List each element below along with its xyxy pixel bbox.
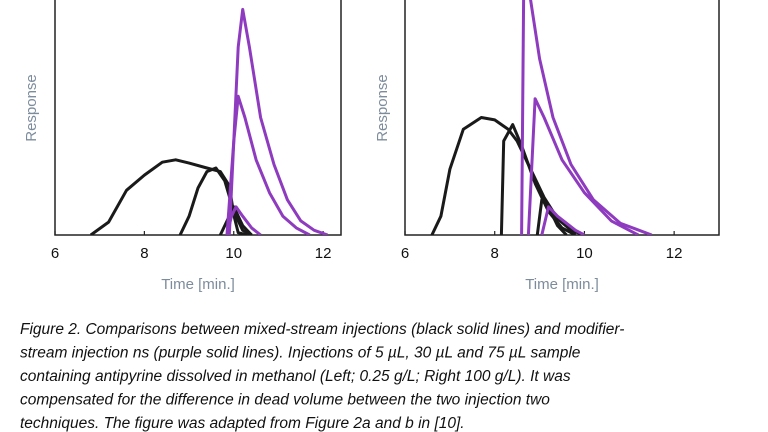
plot-lines [430, 0, 653, 235]
x-tick-label: 8 [140, 245, 148, 262]
x-tick-label: 6 [401, 245, 409, 262]
data-line [430, 116, 585, 235]
x-tick-label: 12 [666, 245, 683, 262]
data-line [225, 205, 262, 235]
x-tick-label: 8 [491, 245, 499, 262]
data-line [218, 205, 253, 235]
data-line [225, 7, 329, 235]
x-tick-label: 12 [315, 245, 332, 262]
caption-line: stream injection ns (purple solid lines)… [20, 345, 581, 362]
data-line [499, 123, 577, 235]
axes-frame [404, 0, 720, 236]
x-tick-label: 6 [51, 245, 59, 262]
x-tick-label: 10 [576, 245, 593, 262]
data-line [227, 94, 311, 235]
x-axis-label: Time [min.] [161, 276, 235, 293]
data-line [526, 97, 639, 235]
data-line [540, 205, 586, 235]
data-line [89, 158, 248, 235]
x-axis-label: Time [min.] [525, 276, 599, 293]
data-line [520, 0, 653, 235]
plot-lines [89, 7, 329, 235]
y-axis-label: Response [374, 74, 391, 142]
caption-line: compensated for the difference in dead v… [20, 392, 550, 409]
caption-line: techniques. The figure was adapted from … [20, 415, 465, 432]
caption-line: containing antipyrine dissolved in metha… [20, 368, 571, 385]
y-axis-label: Response [23, 74, 40, 142]
data-line [178, 166, 253, 235]
axes-frame [54, 0, 342, 236]
caption-line: Figure 2. Comparisons between mixed-stre… [20, 321, 624, 338]
x-tick-label: 10 [225, 245, 242, 262]
